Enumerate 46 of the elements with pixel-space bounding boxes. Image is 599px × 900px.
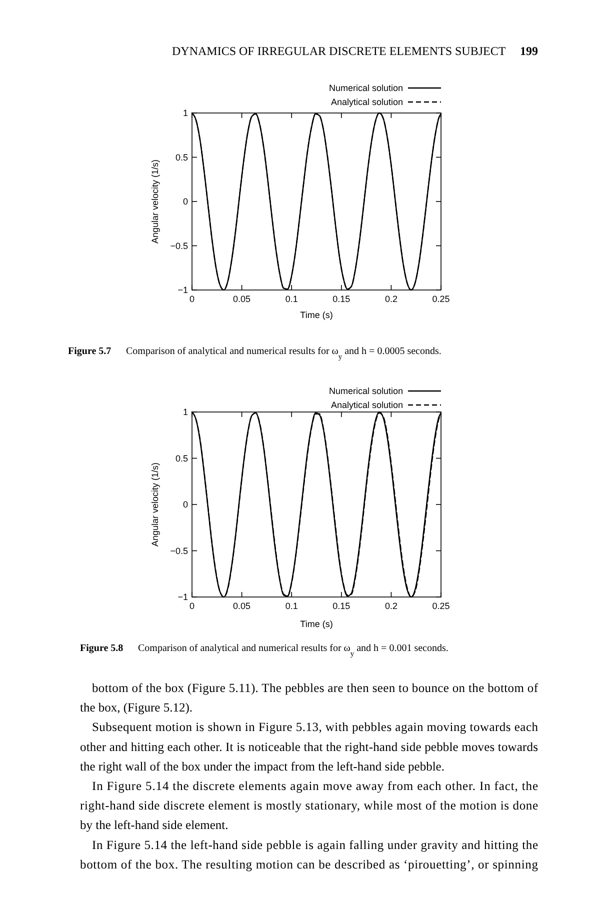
x-tick-label: 0: [189, 294, 195, 304]
text: right-hand side discrete element is mostly stationary, while most of the motion is done: [80, 798, 538, 813]
text: the right wall of the box under the impact from the left-hand side pebble.: [80, 759, 444, 774]
x-axis-title: Time (s): [300, 619, 333, 629]
text: bottom of the box (Figure 5.11). The pebbles are then seen to bounce on the bottom of: [92, 681, 539, 695]
text: Comparison of analytical and numerical results for ω$_{y}$ and h = 0.001 seconds.: [138, 643, 448, 658]
x-tick-label: 0.2: [384, 294, 398, 304]
x-axis-title: Time (s): [300, 310, 333, 320]
text: the box, (Figure 5.12).: [80, 700, 192, 715]
x-tick-label: 0.05: [233, 601, 251, 611]
y-tick-label: 1: [182, 407, 188, 417]
y-tick-label: −0.5: [170, 546, 188, 556]
text: In Figure 5.14 the left-hand side pebble is again falling under gravity and hitting the: [92, 838, 538, 852]
y-tick-label: 0: [182, 500, 188, 510]
legend-label: Numerical solution: [328, 386, 403, 396]
y-axis-title: Angular velocity (1/s): [150, 462, 160, 547]
y-tick-label: −1: [178, 592, 188, 602]
x-tick-label: 0.1: [285, 294, 298, 304]
legend-label: Analytical solution: [330, 400, 403, 410]
y-tick-label: −1: [178, 285, 188, 295]
x-tick-label: 0: [189, 601, 195, 611]
y-tick-label: 0.5: [175, 152, 188, 162]
x-tick-label: 0.15: [332, 601, 350, 611]
caption: Figure 5.8: [80, 643, 124, 654]
text: In Figure 5.14 the discrete elements again move away from each other. In fact, the: [92, 779, 538, 793]
text: DYNAMICS OF IRREGULAR DISCRETE ELEMENTS SUBJECT: [172, 44, 506, 58]
legend-label: Analytical solution: [330, 97, 403, 107]
x-tick-label: 0.2: [384, 601, 398, 611]
y-tick-label: 1: [182, 108, 188, 118]
text: Comparison of analytical and numerical results for ω$_{y}$ and h = 0.0005 seconds.: [126, 346, 442, 360]
x-tick-label: 0.25: [432, 601, 450, 611]
text: 199: [520, 44, 538, 58]
text: other and hitting each other. It is noticeable that the right-hand side pebble moves towards: [80, 740, 538, 754]
x-tick-label: 0.05: [233, 294, 251, 304]
y-axis-title: Angular velocity (1/s): [150, 159, 160, 244]
text: bottom of the box. The resulting motion can be described as ‘pirouetting’, or spinning: [80, 857, 539, 872]
y-tick-label: −0.5: [170, 240, 188, 251]
text: Subsequent motion is shown in Figure 5.13, with pebbles again moving towards each: [92, 720, 539, 734]
x-tick-label: 0.1: [285, 601, 298, 611]
caption: Figure 5.7: [68, 346, 112, 357]
x-tick-label: 0.25: [432, 294, 450, 304]
text: by the left-hand side element.: [80, 818, 228, 832]
y-tick-label: 0.5: [175, 453, 188, 464]
y-tick-label: 0: [182, 196, 188, 206]
legend-label: Numerical solution: [328, 83, 403, 93]
x-tick-label: 0.15: [332, 294, 350, 304]
